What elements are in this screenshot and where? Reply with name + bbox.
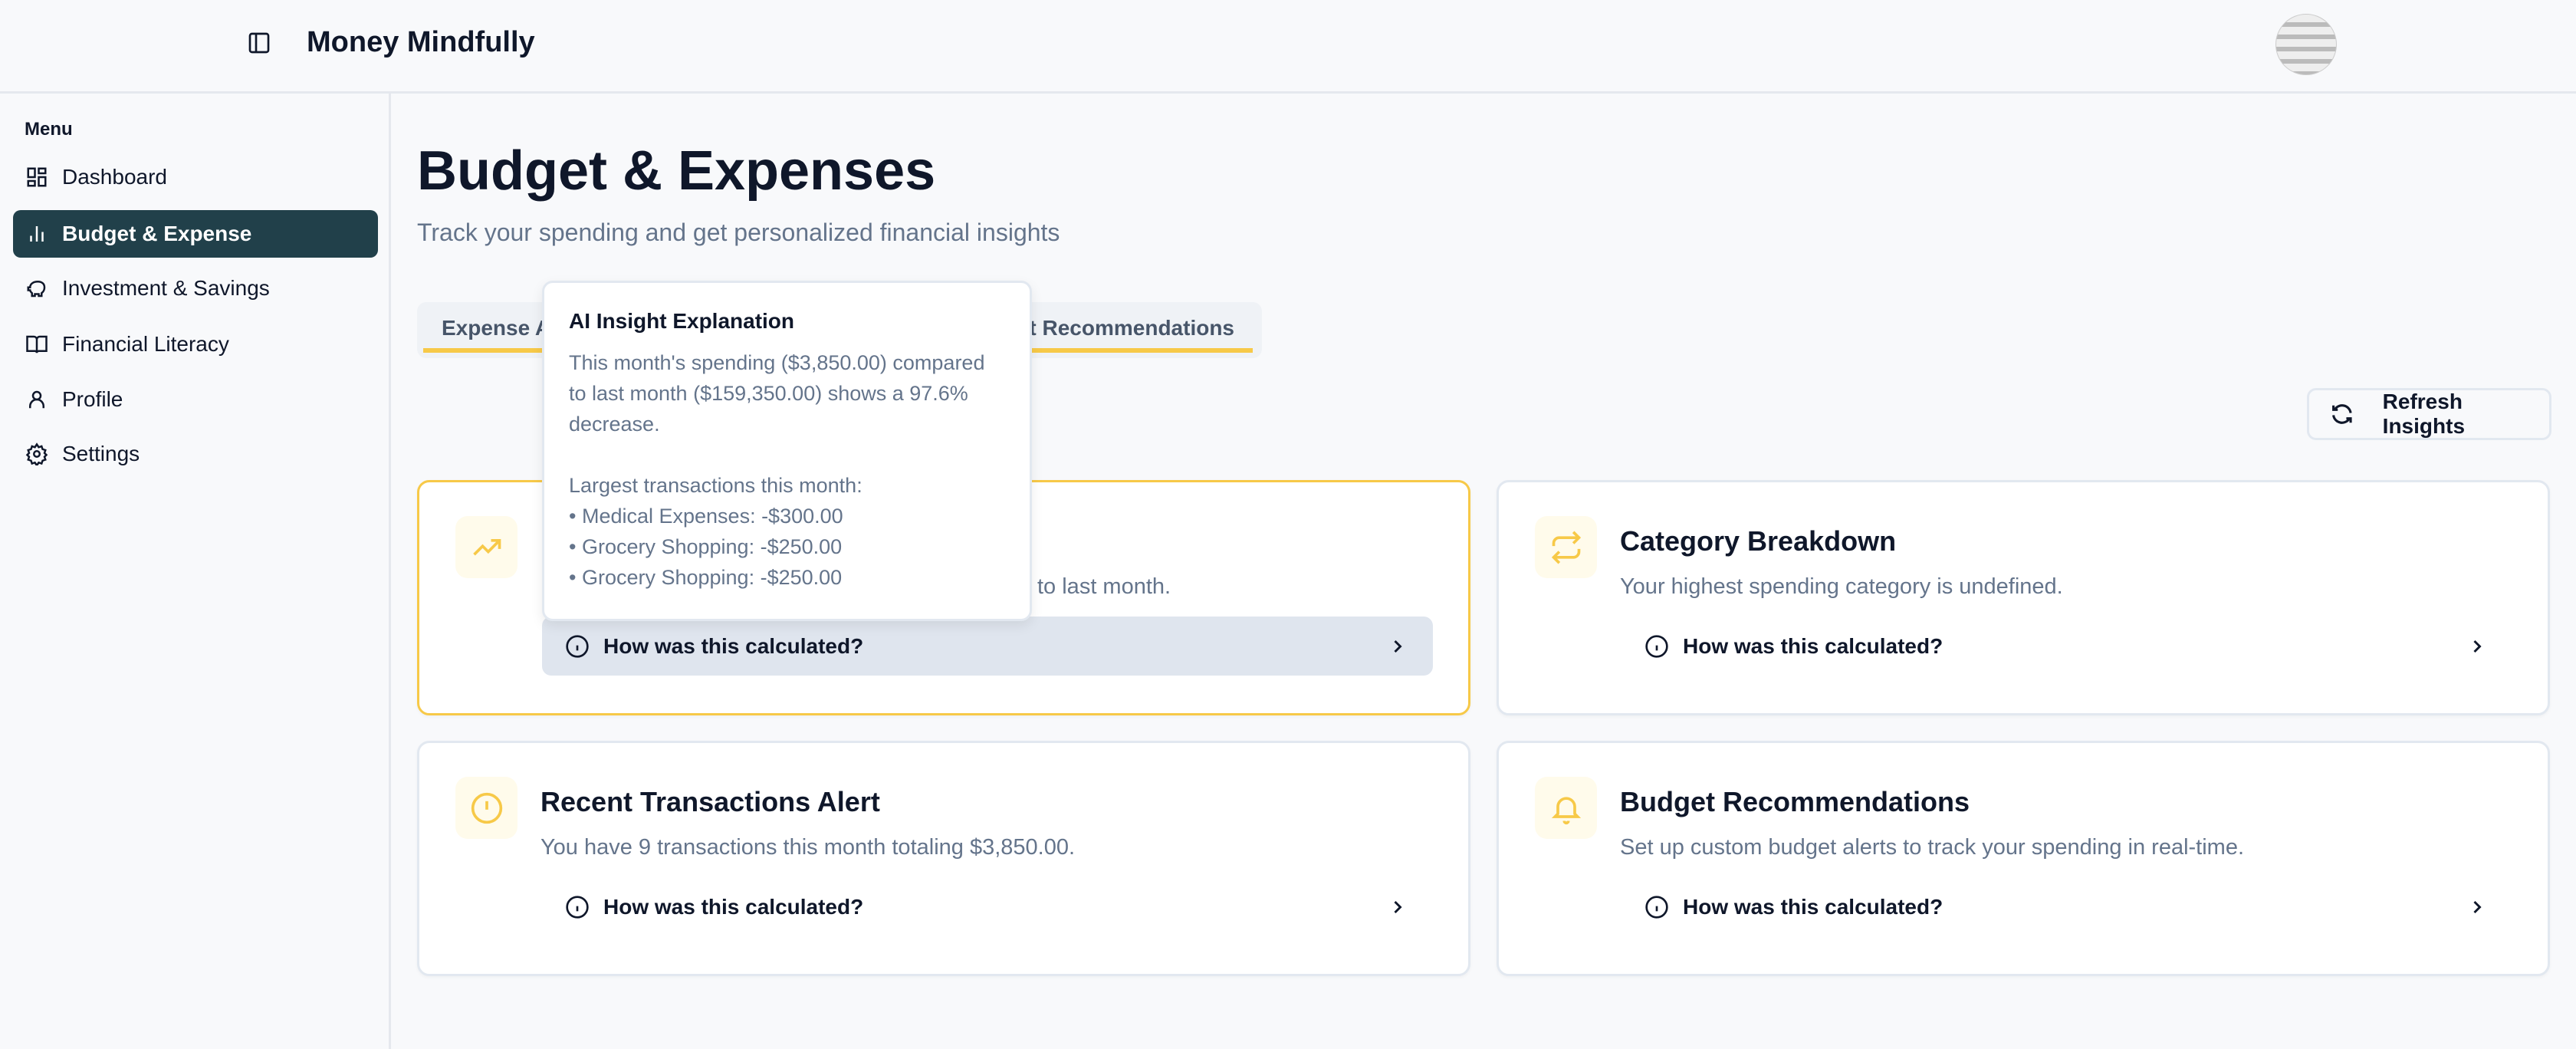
trending-up-icon: [472, 538, 501, 555]
insight-card-category-breakdown: Category Breakdown Your highest spending…: [1497, 480, 2550, 715]
insight-card-budget-recommendations: Budget Recommendations Set up custom bud…: [1497, 741, 2550, 976]
sidebar-item-label: Profile: [62, 387, 123, 411]
tooltip-line: decrease.: [569, 413, 660, 436]
chevron-right-icon: [1394, 900, 1402, 913]
how-calculated-label: How was this calculated?: [1683, 894, 1944, 919]
how-calculated-label: How was this calculated?: [1683, 633, 1944, 658]
sidebar-item-profile[interactable]: Profile: [13, 376, 378, 423]
page-subtitle: Track your spending and get personalized…: [417, 219, 1060, 246]
tooltip-title: AI Insight Explanation: [569, 309, 795, 333]
info-icon: [566, 895, 589, 919]
alert-circle-icon: [471, 792, 502, 824]
card-title: Recent Transactions Alert: [540, 786, 880, 817]
how-calculated-label: How was this calculated?: [603, 894, 864, 919]
chevron-right-icon: [2473, 640, 2482, 653]
info-icon: [566, 634, 589, 658]
insight-card-recent-transactions: Recent Transactions Alert You have 9 tra…: [417, 741, 1470, 976]
tooltip-line: • Medical Expenses: -$300.00: [569, 505, 843, 528]
card-description: You have 9 transactions this month total…: [540, 835, 1076, 860]
card-icon-box: [455, 516, 518, 578]
sidebar-item-label: Financial Literacy: [62, 332, 229, 356]
how-calculated-button[interactable]: How was this calculated?: [1622, 877, 2512, 936]
bar-chart-icon: [30, 226, 44, 242]
sidebar-item-budget-expense[interactable]: Budget & Expense: [13, 210, 378, 258]
app-title: Money Mindfully: [307, 26, 535, 58]
refresh-icon: [2332, 404, 2352, 424]
card-icon-box: [1535, 516, 1597, 578]
sidebar-item-investment-savings[interactable]: Investment & Savings: [13, 265, 378, 312]
page-title: Budget & Expenses: [417, 140, 936, 202]
avatar[interactable]: [2275, 14, 2337, 75]
card-icon-box: [1535, 777, 1597, 839]
chevron-right-icon: [1394, 640, 1402, 653]
how-calculated-button[interactable]: How was this calculated?: [542, 617, 1433, 676]
dashboard-icon: [27, 167, 47, 187]
card-description: Your highest spending category is undefi…: [1620, 574, 2063, 599]
refresh-label: Refresh Insights: [2382, 390, 2466, 438]
tooltip-line: to last month ($159,350.00) shows a 97.6…: [569, 382, 968, 405]
sidebar-item-financial-literacy[interactable]: Financial Literacy: [13, 321, 378, 368]
sidebar-item-label: Dashboard: [62, 165, 167, 189]
gear-icon: [25, 442, 48, 465]
tooltip-line: • Grocery Shopping: -$250.00: [569, 566, 843, 589]
tooltip-line: Largest transactions this month:: [569, 474, 863, 497]
how-calculated-button[interactable]: How was this calculated?: [542, 877, 1433, 936]
card-description: to last month.: [1037, 574, 1171, 599]
sidebar-item-dashboard[interactable]: Dashboard: [13, 153, 378, 201]
chevron-right-icon: [2473, 900, 2482, 913]
ai-insight-tooltip: AI Insight Explanation This month's spen…: [542, 281, 1032, 621]
info-icon: [1645, 895, 1668, 919]
repeat-icon: [1551, 531, 1581, 564]
refresh-insights-button[interactable]: Refresh Insights: [2307, 388, 2551, 440]
card-title: Category Breakdown: [1620, 525, 1897, 557]
bell-icon: [1551, 796, 1581, 824]
card-description: Set up custom budget alerts to track you…: [1620, 835, 2245, 860]
user-icon: [29, 390, 44, 409]
sidebar-toggle-icon[interactable]: [247, 31, 271, 55]
menu-label: Menu: [25, 119, 73, 140]
how-calculated-button[interactable]: How was this calculated?: [1622, 617, 2512, 676]
sidebar-item-label: Budget & Expense: [62, 222, 252, 245]
tooltip-spacer: [569, 439, 1005, 470]
sidebar-item-label: Investment & Savings: [62, 276, 270, 300]
book-icon: [26, 335, 48, 354]
tooltip-line: This month's spending ($3,850.00) compar…: [569, 351, 985, 374]
sidebar-item-settings[interactable]: Settings: [13, 430, 378, 478]
card-icon-box: [455, 777, 518, 839]
piggy-bank-icon: [27, 280, 46, 298]
top-header: Money Mindfully: [0, 0, 2576, 94]
tooltip-line: • Grocery Shopping: -$250.00: [569, 535, 843, 558]
tab-recommendations[interactable]: ct Recommendations: [954, 308, 1253, 353]
sidebar-item-label: Settings: [62, 442, 140, 465]
info-icon: [1645, 634, 1668, 658]
how-calculated-label: How was this calculated?: [603, 633, 864, 658]
card-title: Budget Recommendations: [1620, 786, 1970, 817]
sidebar: [0, 94, 391, 1049]
